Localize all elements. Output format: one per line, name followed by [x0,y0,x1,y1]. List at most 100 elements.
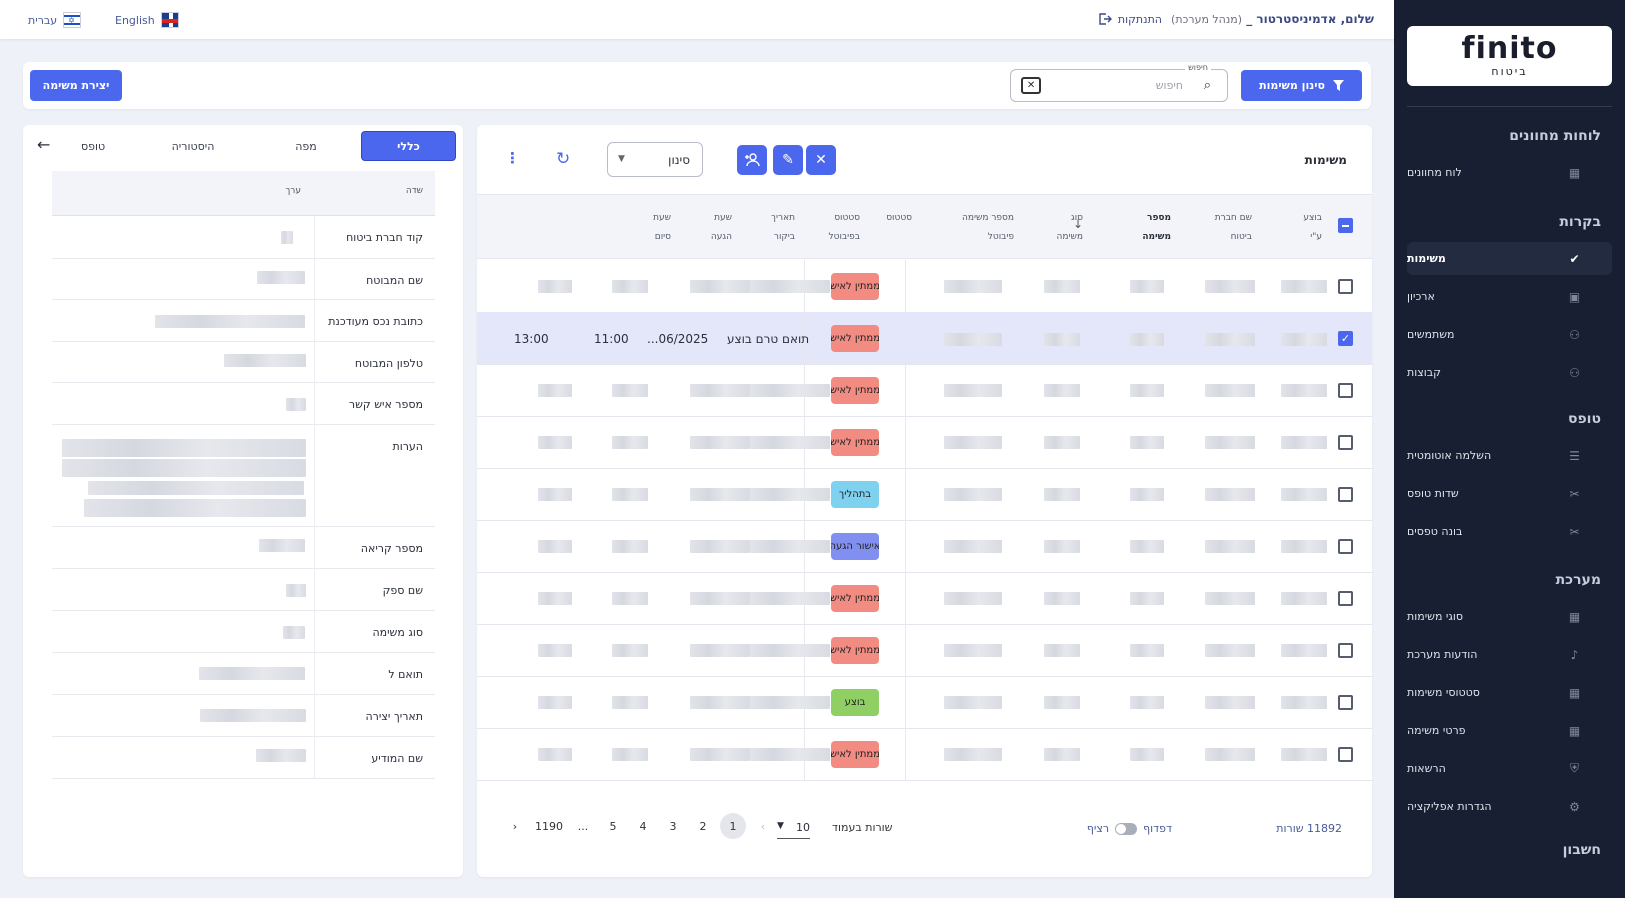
paging-mode-toggle[interactable]: דפדוף רציף [1087,822,1172,835]
column-header[interactable]: מספר משימה פיבוטל [961,213,1014,242]
row-checkbox[interactable] [1338,435,1353,450]
redacted-value [283,626,305,639]
more-options-icon[interactable]: ⋮ [505,149,520,167]
column-header[interactable]: שם חברת ביטוח [1214,213,1252,242]
column-header[interactable]: מספר משימה [1142,213,1171,242]
detail-row[interactable]: טלפון המבוטח [52,342,435,383]
row-checkbox[interactable] [1338,591,1353,606]
column-header[interactable]: סוג משימה [1056,213,1084,242]
search-field[interactable]: חיפוש ⌕ חיפוש ✕ [1010,63,1228,102]
row-checkbox[interactable] [1338,643,1353,658]
row-checkbox[interactable] [1338,383,1353,398]
detail-row[interactable]: שם המבוטח [52,259,435,300]
row-checkbox[interactable] [1338,539,1353,554]
sidebar-item-4-3[interactable]: ▦ פרטי משימה [1407,714,1612,747]
create-task-button[interactable]: יצירת משימה [30,70,122,101]
table-row[interactable]: ממתין לאיש [477,260,1372,313]
sidebar-item-2-3[interactable]: ♪ הודעות מערכת [1407,638,1612,671]
table-row[interactable]: ממתין לאיש [477,728,1372,781]
tab-3[interactable]: היסטוריה [171,139,215,153]
column-header[interactable]: תאריך ביקור [771,213,795,242]
language-hebrew[interactable]: עברית ✡ [28,12,82,28]
next-page-icon[interactable]: › [512,819,518,833]
back-arrow-icon[interactable]: ← [37,135,51,154]
clear-search-icon[interactable]: ✕ [1021,77,1041,94]
sidebar-item-1-0[interactable]: ▦ לוח מחוונים [1407,156,1612,189]
previous-page-icon[interactable]: ‹ [760,819,766,833]
sidebar-item-6-3[interactable]: ⚙ הגדרות אפליקציה [1407,790,1612,823]
page-button[interactable]: 2 [699,819,707,833]
page-button[interactable]: 3 [669,819,677,833]
toggle-switch[interactable] [1115,822,1138,835]
column-header[interactable]: סטטוס [886,213,912,223]
row-checkbox[interactable] [1338,279,1353,294]
table-row[interactable]: אישור הגעה [477,520,1372,573]
filter-icon [1332,80,1344,91]
finito-logo[interactable]: finito ביטוח [1407,26,1612,86]
filter-select[interactable]: סינון ▼ [607,142,703,177]
row-checkbox[interactable]: ✓ [1338,331,1353,346]
tab-4[interactable]: טופס [80,139,106,153]
table-row[interactable]: בתהליך [477,468,1372,521]
table-row[interactable]: ממתין לאיש [477,624,1372,677]
column-header[interactable]: בוצע ע"י [1303,213,1322,242]
tab-1[interactable]: כללי [361,131,456,161]
refresh-icon[interactable]: ↻ [556,149,571,169]
redacted-value [690,696,750,709]
redacted-value [1130,488,1164,501]
tab-2[interactable]: מפה [295,139,317,153]
sidebar-item-3-1[interactable]: ⚇ משתמשים [1407,318,1612,351]
row-checkbox[interactable] [1338,747,1353,762]
detail-row[interactable]: מספר קריאה [52,527,435,569]
row-checkbox[interactable] [1338,695,1353,710]
page-button[interactable]: 4 [639,819,647,833]
search-input[interactable]: חיפוש [1155,79,1183,92]
page-button[interactable]: ... [577,819,589,833]
column-header[interactable]: סטטוס בפיבוטל [828,213,860,242]
detail-row[interactable]: תואם ל [52,653,435,695]
select-all-checkbox[interactable] [1338,218,1353,233]
sidebar-item-1-2[interactable]: ☰ השלמה אוטומטית [1407,439,1612,472]
row-checkbox[interactable] [1338,487,1353,502]
detail-row[interactable]: סוג משימה [52,611,435,653]
logout-link[interactable]: התנתקות [1098,12,1162,26]
edit-button[interactable]: ✎ [773,145,803,175]
table-row[interactable]: ✓ תואם טרם בוצע 06/2025... 11:00 13:00 ממתין … [477,312,1372,365]
language-english[interactable]: English [115,12,179,28]
detail-row[interactable]: הערות [52,425,435,527]
page-button[interactable]: 1 [720,813,746,839]
shield-icon: ⛨ [1570,761,1580,775]
page-button[interactable]: 5 [609,819,617,833]
rows-per-page-select[interactable]: ▼ 10 [777,821,810,839]
column-header[interactable]: שעת סיום [653,213,671,242]
detail-row[interactable]: שם ספק [52,569,435,611]
redacted-value [612,488,648,501]
sidebar-item-3-2[interactable]: ✂ בונה טפסים [1407,515,1612,548]
sort-arrow-icon[interactable]: ↓ [1073,217,1084,231]
sidebar-item-2-1[interactable]: ▣ ארכיון [1407,280,1612,313]
sidebar-item-5-3[interactable]: ⛨ הרשאות [1407,752,1612,785]
detail-row[interactable]: קוד חברת ביטוח [52,216,435,259]
column-header[interactable]: שעת הגעה [710,213,732,242]
sidebar-item-label: משתמשים [1407,328,1455,341]
filter-tasks-button[interactable]: סינון משימות [1241,70,1362,101]
table-row[interactable]: ממתין לאיש [477,416,1372,469]
detail-row[interactable]: שם המודיע [52,737,435,779]
table-row[interactable]: בוצע [477,676,1372,729]
sidebar-item-1-1[interactable]: ✔ משימות [1407,242,1612,275]
detail-row[interactable]: תאריך יצירה [52,695,435,737]
sidebar-item-2-2[interactable]: ✂ שדות טופס [1407,477,1612,510]
table-row[interactable]: ממתין לאיש [477,364,1372,417]
cell-divider [314,425,315,527]
sidebar-item-3-3[interactable]: ▦ סטטוסי משימות [1407,676,1612,709]
sidebar-item-4-1[interactable]: ⚇ קבוצות [1407,356,1612,389]
table-row[interactable]: ממתין לאיש [477,572,1372,625]
sidebar-item-1-3[interactable]: ▦ סוגי משימות [1407,600,1612,633]
close-button[interactable]: ✕ [806,145,836,175]
detail-row[interactable]: כתובת נכס מעודכנת [52,300,435,342]
assign-user-button[interactable] [737,145,767,175]
detail-row[interactable]: מספר איש קשר [52,383,435,425]
redacted-value [1044,333,1080,346]
sidebar-item-label: ארכיון [1407,290,1435,303]
page-button[interactable]: 1190 [535,819,563,833]
